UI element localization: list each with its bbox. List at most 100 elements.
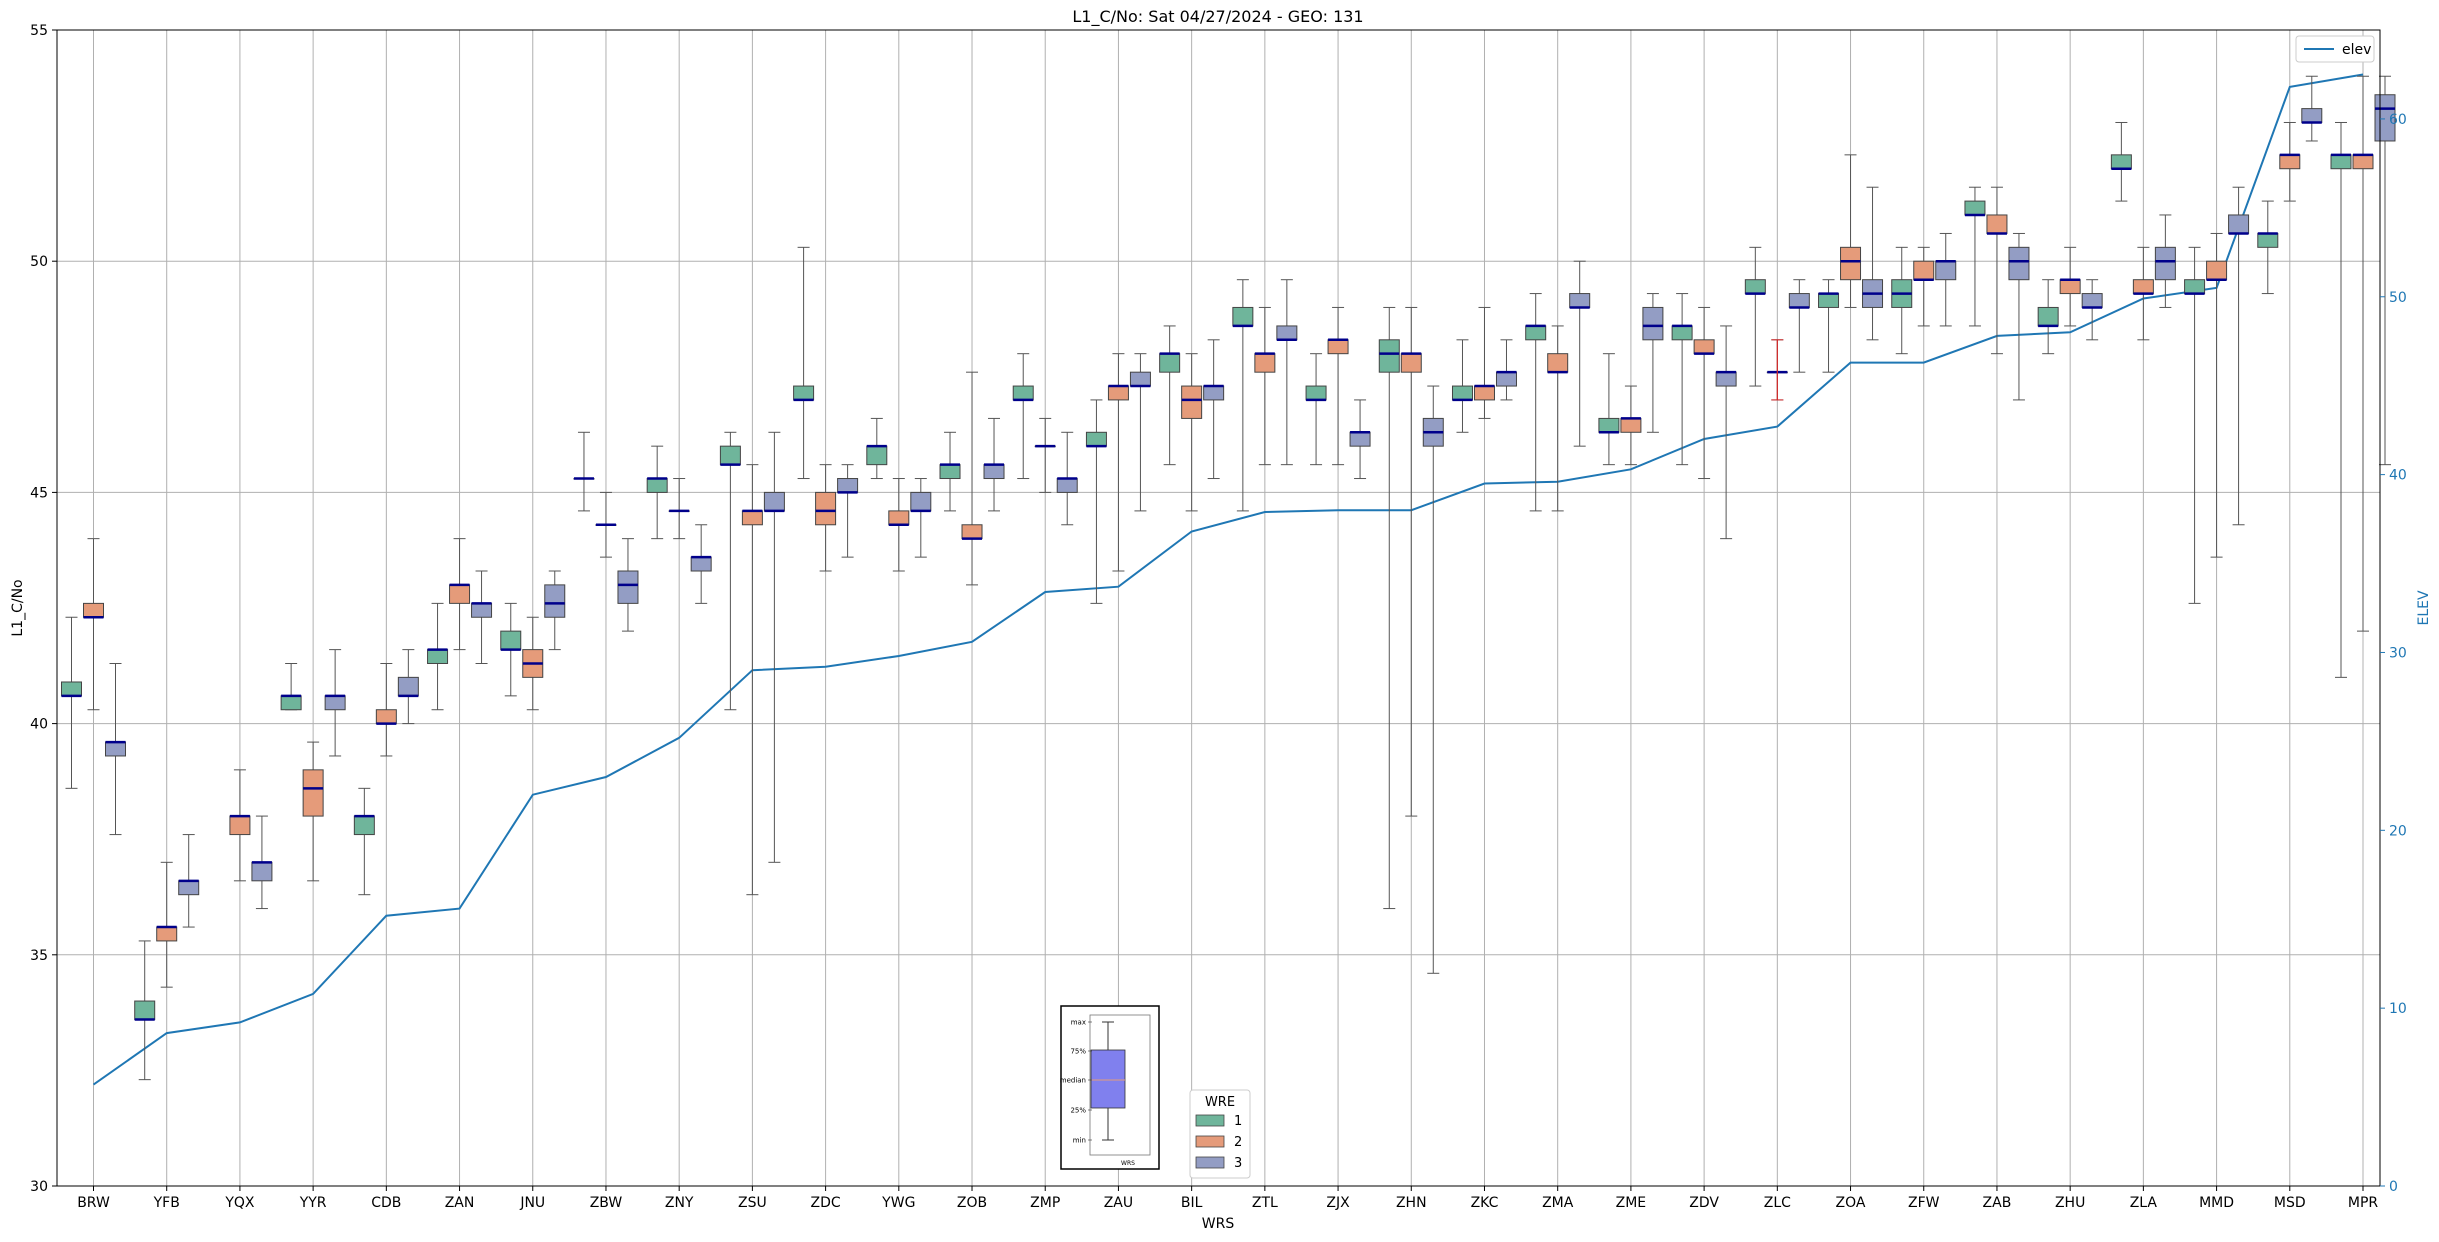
box-ZNY-wre3 [690,524,712,604]
inset-label: median [1060,1077,1086,1085]
box-MMD-wre2 [2206,232,2228,558]
box-ZMP-wre1 [1012,353,1034,480]
y2-tick-label: 20 [2389,823,2407,839]
iqr-box [910,491,932,512]
x-tick-label: ZAU [1104,1195,1133,1211]
iqr-box [1232,306,1254,327]
box-ZFW-wre3 [1935,232,1957,327]
box-ZOA-wre2 [1840,154,1862,308]
inset-label: 75% [1070,1048,1086,1056]
iqr-box [178,880,200,896]
iqr-box [763,491,785,512]
iqr-box [1744,279,1766,295]
x-tick-label: MMD [2199,1195,2234,1211]
box-ZKC-wre3 [1495,339,1517,401]
x-tick-label: ZOB [957,1195,987,1211]
box-CDB-wre1 [353,787,375,896]
y-axis-label: L1_C/No [10,579,26,636]
iqr-box [1840,246,1862,281]
box-BRW-wre3 [105,662,126,836]
box-ZTL-wre3 [1276,279,1298,466]
iqr-box [646,478,668,493]
box-ZBW-wre2 [595,491,617,558]
iqr-box [837,478,859,493]
x-axis-label: WRS [1202,1216,1235,1232]
x-tick-label: ZDC [811,1195,841,1211]
box-ZSU-wre1 [719,431,741,711]
box-YQX-wre2 [229,769,251,882]
y2-tick-label: 30 [2389,645,2407,661]
inset-label: min [1073,1137,1086,1145]
elev-legend-frame [2295,35,2375,63]
iqr-box [397,676,419,697]
box-ZDV-wre1 [1671,293,1693,466]
iqr-box [1473,385,1495,401]
iqr-box [1986,214,2008,234]
box-ZLA-wre3 [2154,214,2176,308]
box-BIL-wre1 [1159,325,1181,466]
inset-label: max [1071,1019,1086,1027]
box-ZLC-wre3 [1788,279,1810,373]
iqr-box [2132,279,2154,295]
x-tick-label: BRW [77,1195,110,1211]
box-ZME-wre2 [1620,385,1642,466]
iqr-box [961,524,983,540]
wre-legend-label: 3 [1234,1156,1242,1171]
iqr-box [1671,325,1693,341]
iqr-box [1254,353,1276,373]
inset-label: 25% [1070,1107,1086,1115]
axes: 30 35 40 45 50 55 0 10 20 30 40 50 60 BRW YFB YQX YYR CDB… [30,23,2407,1211]
inset-xlabel: WRS [1121,1160,1135,1167]
iqr-box [2081,293,2103,308]
box-CDB-wre2 [375,662,397,757]
wre-legend-label: 2 [1234,1135,1242,1150]
iqr-box [1788,293,1810,308]
box-BRW-wre1 [61,616,82,789]
iqr-box [1818,293,1840,308]
iqr-box [939,464,961,480]
iqr-box [2008,246,2030,281]
wre-legend-label: 1 [1234,1114,1242,1129]
box-ZKC-wre2 [1473,306,1495,419]
iqr-box [375,709,397,725]
box-ZSU-wre2 [741,464,763,896]
box-ZAU-wre2 [1107,353,1129,572]
y2-tick-label: 40 [2389,468,2407,484]
iqr-box [302,769,324,817]
box-ZDV-wre2 [1693,306,1715,480]
box-ZJX-wre1 [1305,353,1327,466]
iqr-box [1203,385,1225,401]
box-ZDC-wre3 [837,464,859,558]
x-tick-label: ZKC [1471,1195,1499,1211]
x-tick-label: ZOA [1836,1195,1866,1211]
box-ZAN-wre3 [471,570,493,664]
iqr-box [1935,260,1957,281]
box-ZLA-wre1 [2110,121,2132,202]
iqr-box [1400,353,1422,373]
iqr-box [2037,306,2059,327]
x-tick-label: ZNY [665,1195,694,1211]
y2-tick-label: 10 [2389,1001,2407,1017]
x-tick-label: JNU [519,1195,545,1211]
box-ZBW-wre3 [617,538,639,632]
iqr-box [353,815,375,836]
box-MSD-wre1 [2257,200,2279,295]
box-ZHU-wre1 [2037,279,2059,355]
box-ZAU-wre3 [1129,353,1151,512]
iqr-box [1159,353,1181,373]
x-tick-label: ZJX [1326,1195,1350,1211]
box-ZNY-wre1 [646,445,668,540]
iqr-box [1913,260,1935,281]
iqr-box [324,695,346,711]
box-YYR-wre2 [302,741,324,882]
iqr-box [1012,385,1034,401]
y2-axis-label: ELEV [2416,590,2432,625]
iqr-box [2330,154,2352,170]
y2-tick-label: 60 [2389,112,2407,128]
wre-legend-swatch [1195,1114,1225,1127]
iqr-box [2154,246,2176,281]
box-ZJX-wre3 [1349,399,1371,480]
elevation-series [92,73,2364,1086]
